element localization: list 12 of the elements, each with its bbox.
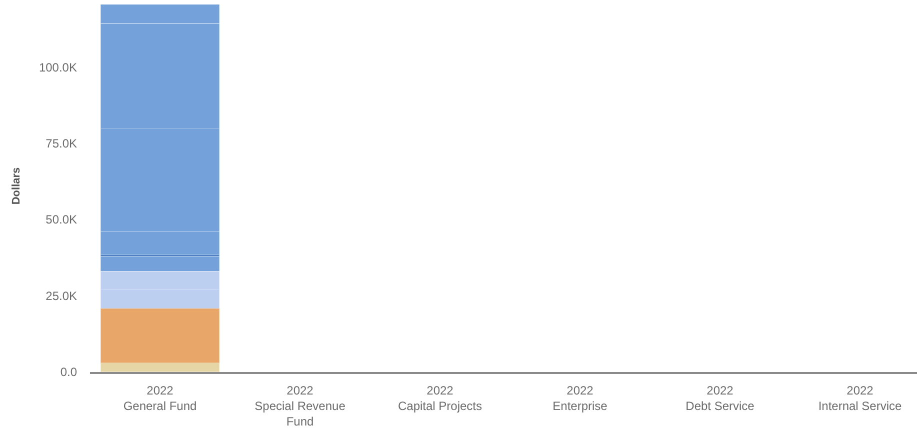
y-tick-label: 75.0K — [46, 136, 77, 151]
x-tick-label: 2022 Enterprise — [552, 383, 608, 413]
x-tick-label: 2022 Internal Service — [818, 383, 902, 413]
y-tick-label: 100.0K — [38, 60, 77, 74]
x-tick-label: 2022 Special Revenue Fund — [254, 383, 346, 429]
x-tick-label: 2022 Debt Service — [686, 383, 755, 413]
y-tick-label: 0.0 — [60, 365, 78, 380]
x-tick-label: 2022 General Fund — [123, 383, 197, 413]
x-tick-label: 2022 Capital Projects — [398, 383, 482, 413]
y-axis-title: Dollars — [10, 167, 23, 205]
y-tick-label: 25.0K — [46, 288, 77, 303]
y-tick-label: 50.0K — [46, 212, 77, 227]
